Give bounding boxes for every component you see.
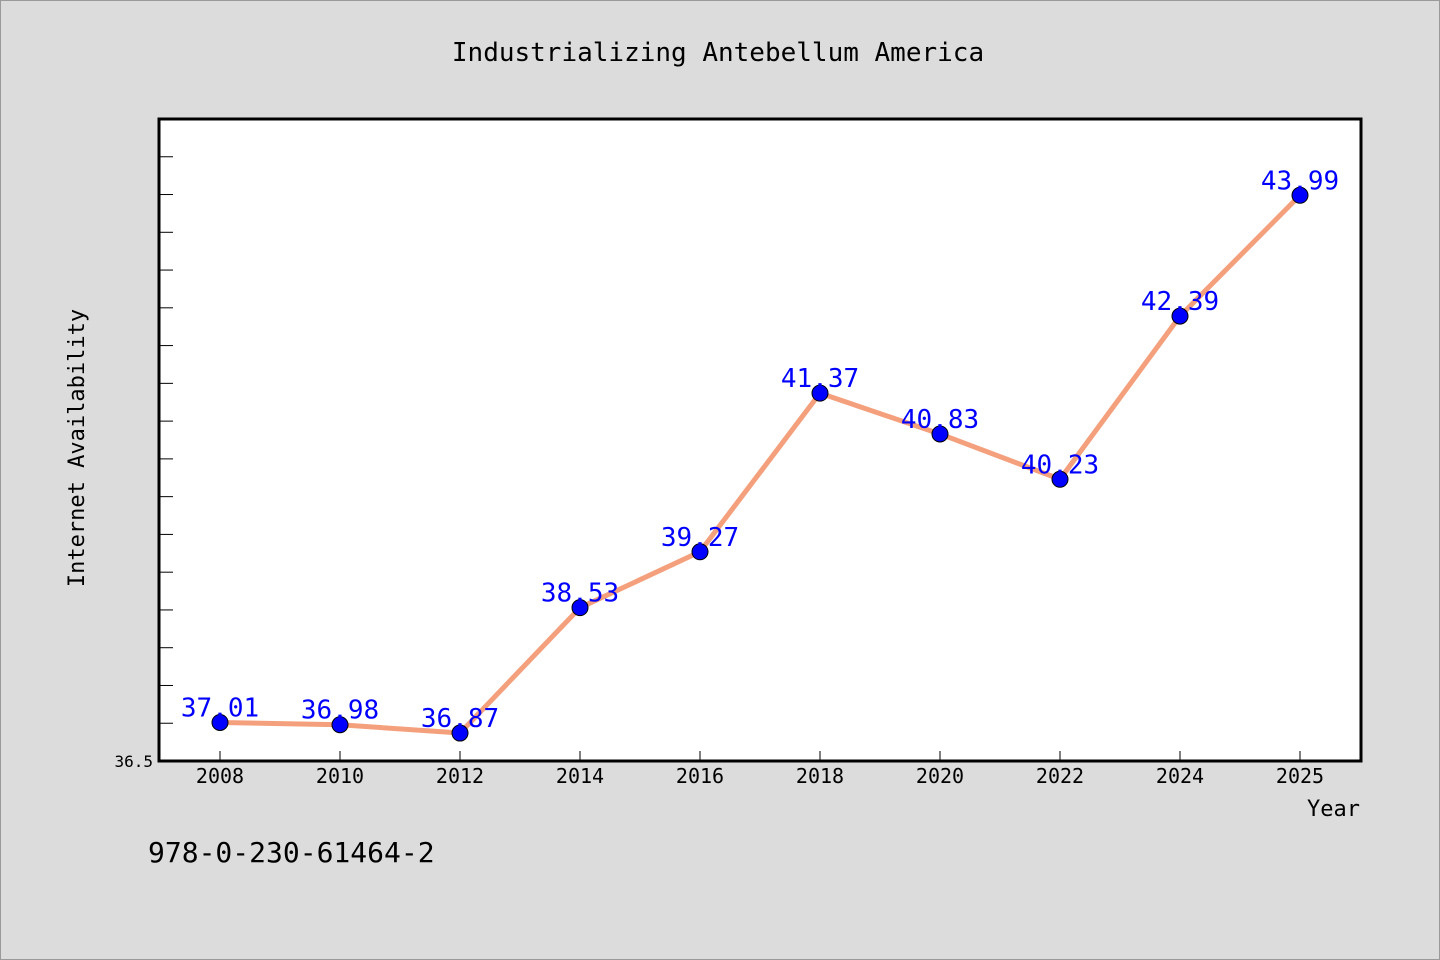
x-tick-label: 2022 bbox=[1036, 764, 1084, 788]
data-point bbox=[1051, 470, 1069, 488]
series-line bbox=[219, 193, 1302, 736]
x-tick-label: 2020 bbox=[916, 764, 964, 788]
data-point bbox=[1171, 307, 1189, 325]
x-tick-label: 2018 bbox=[796, 764, 844, 788]
y-axis-label: Internet Availability bbox=[65, 309, 90, 587]
x-tick-label: 2014 bbox=[556, 764, 604, 788]
data-label: 36.87 bbox=[421, 704, 499, 734]
x-tick-label: 2008 bbox=[196, 764, 244, 788]
data-point bbox=[211, 713, 229, 731]
x-tick-label: 2010 bbox=[316, 764, 364, 788]
data-label: 41.37 bbox=[781, 364, 859, 394]
data-point bbox=[691, 543, 709, 561]
plot-area bbox=[157, 117, 1363, 763]
data-label: 39.27 bbox=[661, 523, 739, 553]
x-tick-label: 2016 bbox=[676, 764, 724, 788]
data-point bbox=[1291, 186, 1309, 204]
data-label: 40.23 bbox=[1021, 450, 1099, 480]
data-label: 43.99 bbox=[1261, 166, 1339, 196]
data-point bbox=[451, 724, 469, 742]
chart-title: Industrializing Antebellum America bbox=[452, 38, 984, 68]
data-label: 36.98 bbox=[301, 696, 379, 726]
data-label: 42.39 bbox=[1141, 287, 1219, 317]
data-point bbox=[571, 599, 589, 617]
data-point bbox=[331, 716, 349, 734]
data-label: 37.01 bbox=[181, 693, 259, 723]
x-tick-label: 2024 bbox=[1156, 764, 1204, 788]
data-point bbox=[931, 425, 949, 443]
x-tick-label: 2012 bbox=[436, 764, 484, 788]
series-layer: 37.01 36.98 36.87 38.53 39.27 41.37 40.83 40.23… bbox=[181, 166, 1339, 742]
data-label: 40.83 bbox=[901, 405, 979, 435]
y-tick-label: 36.5 bbox=[114, 752, 153, 771]
data-point bbox=[811, 384, 829, 402]
x-axis-ticks: 2008 2010 2012 2014 2016 2018 2020 2022 2024 2025 bbox=[196, 751, 1324, 788]
data-label: 38.53 bbox=[541, 579, 619, 609]
x-tick-label: 2025 bbox=[1276, 764, 1324, 788]
x-axis-label: Year bbox=[1307, 797, 1360, 822]
y-axis-ticks bbox=[159, 118, 173, 762]
isbn-code: 978-0-230-61464-2 bbox=[148, 836, 435, 869]
